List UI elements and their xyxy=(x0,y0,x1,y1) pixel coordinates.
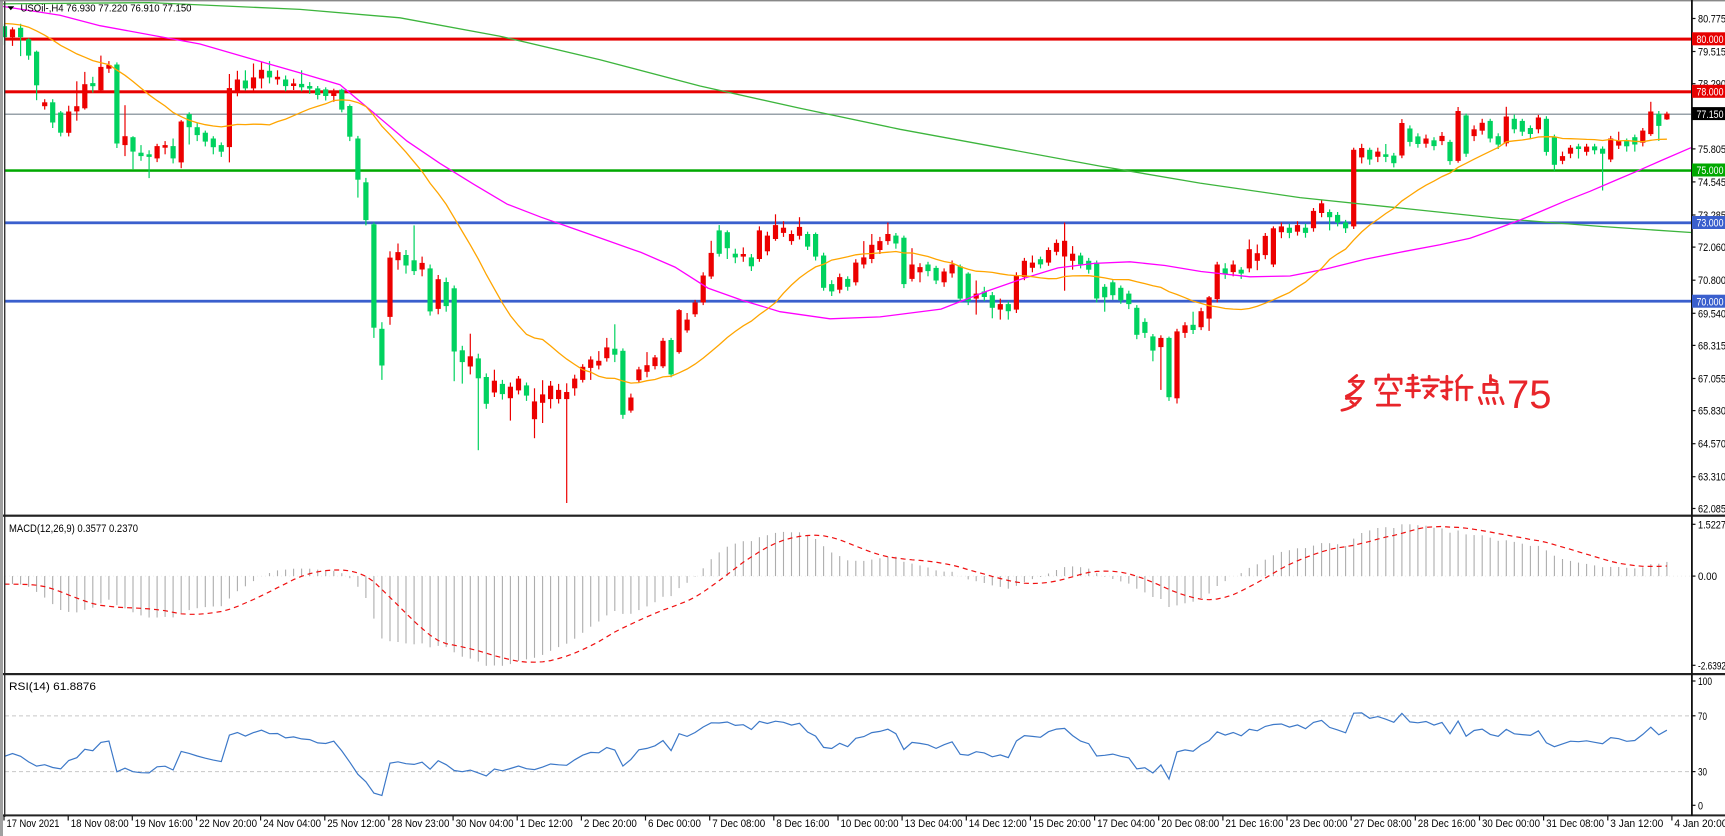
svg-text:80.000: 80.000 xyxy=(1697,34,1724,46)
svg-text:0.00: 0.00 xyxy=(1698,571,1717,583)
svg-text:30 Nov 04:00: 30 Nov 04:00 xyxy=(456,818,514,830)
svg-text:72.060: 72.060 xyxy=(1698,242,1725,254)
svg-text:69.540: 69.540 xyxy=(1698,308,1725,320)
svg-text:24 Nov 04:00: 24 Nov 04:00 xyxy=(263,818,321,830)
svg-text:70.000: 70.000 xyxy=(1697,296,1724,308)
svg-text:30 Dec 00:00: 30 Dec 00:00 xyxy=(1482,818,1540,830)
svg-text:74.545: 74.545 xyxy=(1698,177,1725,189)
svg-text:64.570: 64.570 xyxy=(1698,439,1725,451)
svg-text:18 Nov 08:00: 18 Nov 08:00 xyxy=(71,818,129,830)
svg-text:21 Dec 16:00: 21 Dec 16:00 xyxy=(1225,818,1283,830)
svg-text:-2.6392: -2.6392 xyxy=(1698,660,1725,672)
svg-text:73.000: 73.000 xyxy=(1697,218,1724,230)
svg-text:28 Nov 23:00: 28 Nov 23:00 xyxy=(391,818,449,830)
svg-text:14 Dec 12:00: 14 Dec 12:00 xyxy=(969,818,1027,830)
svg-text:77.150: 77.150 xyxy=(1697,109,1724,121)
svg-text:62.085: 62.085 xyxy=(1698,504,1725,516)
svg-text:2 Dec 20:00: 2 Dec 20:00 xyxy=(584,818,637,830)
svg-text:10 Dec 00:00: 10 Dec 00:00 xyxy=(841,818,899,830)
svg-text:75.805: 75.805 xyxy=(1698,144,1725,156)
svg-text:1.5227: 1.5227 xyxy=(1698,519,1725,531)
svg-text:70.800: 70.800 xyxy=(1698,275,1725,287)
svg-text:75: 75 xyxy=(1507,373,1552,417)
svg-text:7 Dec 08:00: 7 Dec 08:00 xyxy=(712,818,765,830)
svg-text:27 Dec 08:00: 27 Dec 08:00 xyxy=(1354,818,1412,830)
svg-text:22 Nov 20:00: 22 Nov 20:00 xyxy=(199,818,257,830)
svg-text:USOil-,H4 76.930 77.220 76.91: USOil-,H4 76.930 77.220 76.910 77.150 xyxy=(21,3,192,14)
svg-text:31 Dec 08:00: 31 Dec 08:00 xyxy=(1546,818,1604,830)
svg-text:17 Nov 2021: 17 Nov 2021 xyxy=(7,818,60,830)
svg-text:MACD(12,26,9) 0.3577 0.2370: MACD(12,26,9) 0.3577 0.2370 xyxy=(9,523,138,535)
svg-text:13 Dec 04:00: 13 Dec 04:00 xyxy=(905,818,963,830)
svg-text:63.310: 63.310 xyxy=(1698,472,1725,484)
svg-text:100: 100 xyxy=(1698,676,1712,688)
svg-text:4 Jan 20:00: 4 Jan 20:00 xyxy=(1674,818,1725,830)
svg-text:6 Dec 00:00: 6 Dec 00:00 xyxy=(648,818,701,830)
svg-text:78.000: 78.000 xyxy=(1697,87,1724,99)
svg-text:19 Nov 16:00: 19 Nov 16:00 xyxy=(135,818,193,830)
svg-text:80.775: 80.775 xyxy=(1698,14,1725,26)
svg-text:17 Dec 04:00: 17 Dec 04:00 xyxy=(1097,818,1155,830)
svg-text:15 Dec 20:00: 15 Dec 20:00 xyxy=(1033,818,1091,830)
svg-text:0: 0 xyxy=(1698,800,1703,812)
svg-text:65.830: 65.830 xyxy=(1698,406,1725,418)
svg-text:70: 70 xyxy=(1698,711,1707,723)
svg-text:RSI(14) 61.8876: RSI(14) 61.8876 xyxy=(9,681,96,693)
svg-text:25 Nov 12:00: 25 Nov 12:00 xyxy=(327,818,385,830)
svg-text:79.515: 79.515 xyxy=(1698,47,1725,59)
svg-text:20 Dec 08:00: 20 Dec 08:00 xyxy=(1161,818,1219,830)
svg-text:8 Dec 16:00: 8 Dec 16:00 xyxy=(776,818,829,830)
svg-text:75.000: 75.000 xyxy=(1697,165,1724,177)
svg-text:68.315: 68.315 xyxy=(1698,340,1725,352)
svg-text:1 Dec 12:00: 1 Dec 12:00 xyxy=(520,818,573,830)
svg-text:3 Jan 12:00: 3 Jan 12:00 xyxy=(1610,818,1663,830)
svg-text:23 Dec 00:00: 23 Dec 00:00 xyxy=(1290,818,1348,830)
svg-text:28 Dec 16:00: 28 Dec 16:00 xyxy=(1418,818,1476,830)
svg-text:30: 30 xyxy=(1698,767,1707,779)
svg-text:67.055: 67.055 xyxy=(1698,374,1725,386)
